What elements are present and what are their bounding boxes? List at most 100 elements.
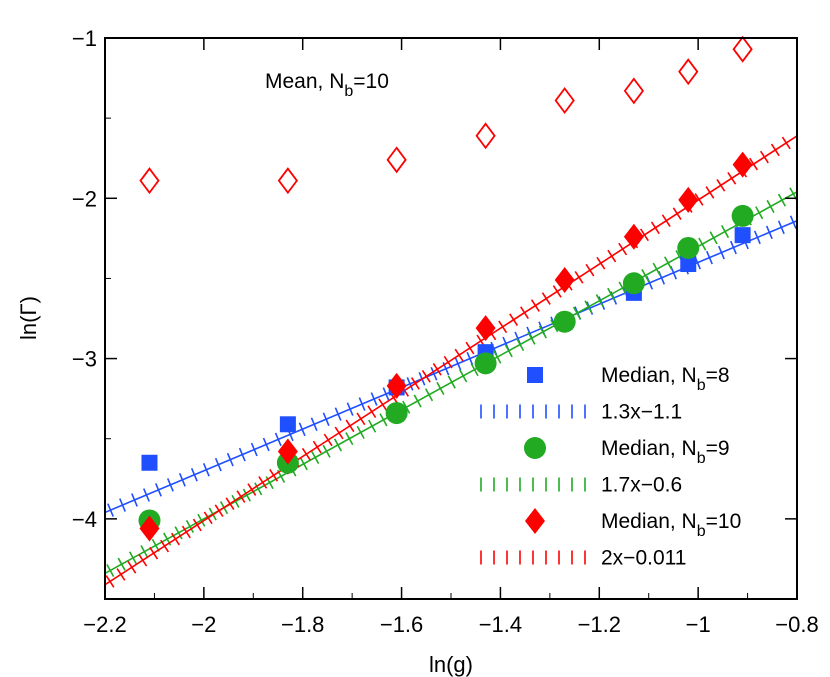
fit-hatch xyxy=(698,237,707,251)
circle-marker xyxy=(622,272,645,295)
y-tick-label: −1 xyxy=(72,26,97,51)
fit-hatch xyxy=(538,325,547,339)
fit-hatch xyxy=(310,417,318,432)
fit-hatch xyxy=(765,225,773,240)
fit-hatch xyxy=(607,249,617,263)
fit-hatch xyxy=(705,186,715,199)
fit-hatch xyxy=(116,568,126,581)
fit-hatch xyxy=(203,511,213,525)
fit-hatch xyxy=(424,388,434,402)
fit-hatch xyxy=(504,344,513,358)
fit-hatch xyxy=(436,381,445,395)
fit-hatch xyxy=(192,518,202,532)
fit-hatch xyxy=(459,369,468,383)
x-tick-label: −1.8 xyxy=(281,612,324,637)
fit-hatch xyxy=(402,400,411,414)
fit-hatch xyxy=(421,370,431,383)
fit-hatch xyxy=(378,398,388,411)
x-tick-label: −0.8 xyxy=(775,612,818,637)
fit-hatch xyxy=(127,561,137,574)
square-marker xyxy=(141,454,158,471)
diamond-marker xyxy=(554,267,575,294)
diamond-open-marker xyxy=(386,146,407,174)
fit-hatch xyxy=(214,457,222,472)
fit-hatch xyxy=(770,143,780,157)
fit-hatch xyxy=(493,350,502,364)
fit-hatch xyxy=(509,313,519,327)
diamond-open-marker xyxy=(623,77,645,105)
square-marker xyxy=(734,227,751,244)
fit-hatch xyxy=(236,490,246,503)
x-tick-label: −2 xyxy=(191,612,216,637)
fit-hatch xyxy=(367,405,377,419)
x-tick-label: −1.4 xyxy=(479,612,522,637)
diamond-open-marker xyxy=(554,87,575,115)
fit-hatch xyxy=(311,450,320,465)
diamond-marker xyxy=(475,315,496,342)
fit-hatch xyxy=(432,362,442,376)
fit-hatch xyxy=(254,482,263,496)
x-tick-label: −1.6 xyxy=(380,612,423,637)
data-markers xyxy=(138,35,754,542)
legend-label: Median, Nb=9 xyxy=(601,437,730,467)
axis-ticks: −2.2 −2 −1.8 −1.6 −1.4 −1.2 −1 −0.8 −1 −2 −3 −4 xyxy=(72,26,819,637)
fit-hatch xyxy=(334,407,342,421)
fit-hatch xyxy=(356,425,365,439)
diamond-open-marker xyxy=(732,35,753,63)
fit-hatch xyxy=(572,306,582,320)
fit-hatch xyxy=(345,419,355,433)
fit-hatch xyxy=(242,488,251,502)
fit-hatch xyxy=(447,375,456,389)
fit-hatch xyxy=(727,171,737,185)
fit-hatch xyxy=(214,504,224,518)
fit-hatch xyxy=(197,513,206,527)
fit-hatch xyxy=(250,442,258,457)
fit-hatch xyxy=(706,250,713,265)
fit-hatch xyxy=(356,412,366,426)
fit-hatch xyxy=(258,476,268,489)
fit-hatch xyxy=(358,397,366,411)
fit-hatch xyxy=(190,468,198,482)
x-axis-title: ln(g) xyxy=(429,652,473,677)
fit-line xyxy=(105,135,797,586)
fit-hatch xyxy=(370,392,378,406)
fit-hatch xyxy=(274,432,282,447)
fit-hatch xyxy=(639,228,649,242)
mean-annotation: Mean, Nb=10 xyxy=(265,70,389,100)
fit-hatch xyxy=(766,199,775,213)
x-tick-label: −2.2 xyxy=(83,612,126,637)
fit-hatch xyxy=(759,150,769,164)
fit-hatch xyxy=(641,268,650,282)
fit-hatch xyxy=(650,221,660,235)
fit-hatch xyxy=(443,355,453,369)
circle-marker xyxy=(385,402,408,425)
fit-hatch xyxy=(323,433,333,447)
fit-hatch xyxy=(430,367,438,381)
fit-hatch xyxy=(119,498,126,512)
fit-hatch xyxy=(520,306,529,319)
fit-hatch xyxy=(596,256,606,270)
fit-hatch xyxy=(170,532,180,546)
diamond-marker xyxy=(623,223,644,250)
fit-hatch xyxy=(322,412,330,426)
diamond-open-marker xyxy=(678,58,699,86)
diamond-marker xyxy=(678,186,699,213)
fit-hatch xyxy=(117,557,126,571)
x-tick-label: −1 xyxy=(686,612,711,637)
fit-hatch xyxy=(661,214,671,228)
y-tick-label: −3 xyxy=(72,347,97,372)
fit-hatch xyxy=(181,525,191,539)
diamond-marker xyxy=(277,438,298,465)
fit-hatch xyxy=(138,553,148,567)
diamond-open-marker xyxy=(139,167,160,195)
fit-hatch xyxy=(299,457,308,471)
fit-hatch xyxy=(465,341,475,355)
fit-hatch xyxy=(618,242,628,256)
fit-hatch xyxy=(530,299,540,312)
fit-hatch xyxy=(777,193,787,207)
fit-hatch xyxy=(607,287,616,301)
fit-hatch xyxy=(368,419,377,433)
fit-hatch xyxy=(466,351,474,366)
fit-hatch xyxy=(552,285,562,298)
